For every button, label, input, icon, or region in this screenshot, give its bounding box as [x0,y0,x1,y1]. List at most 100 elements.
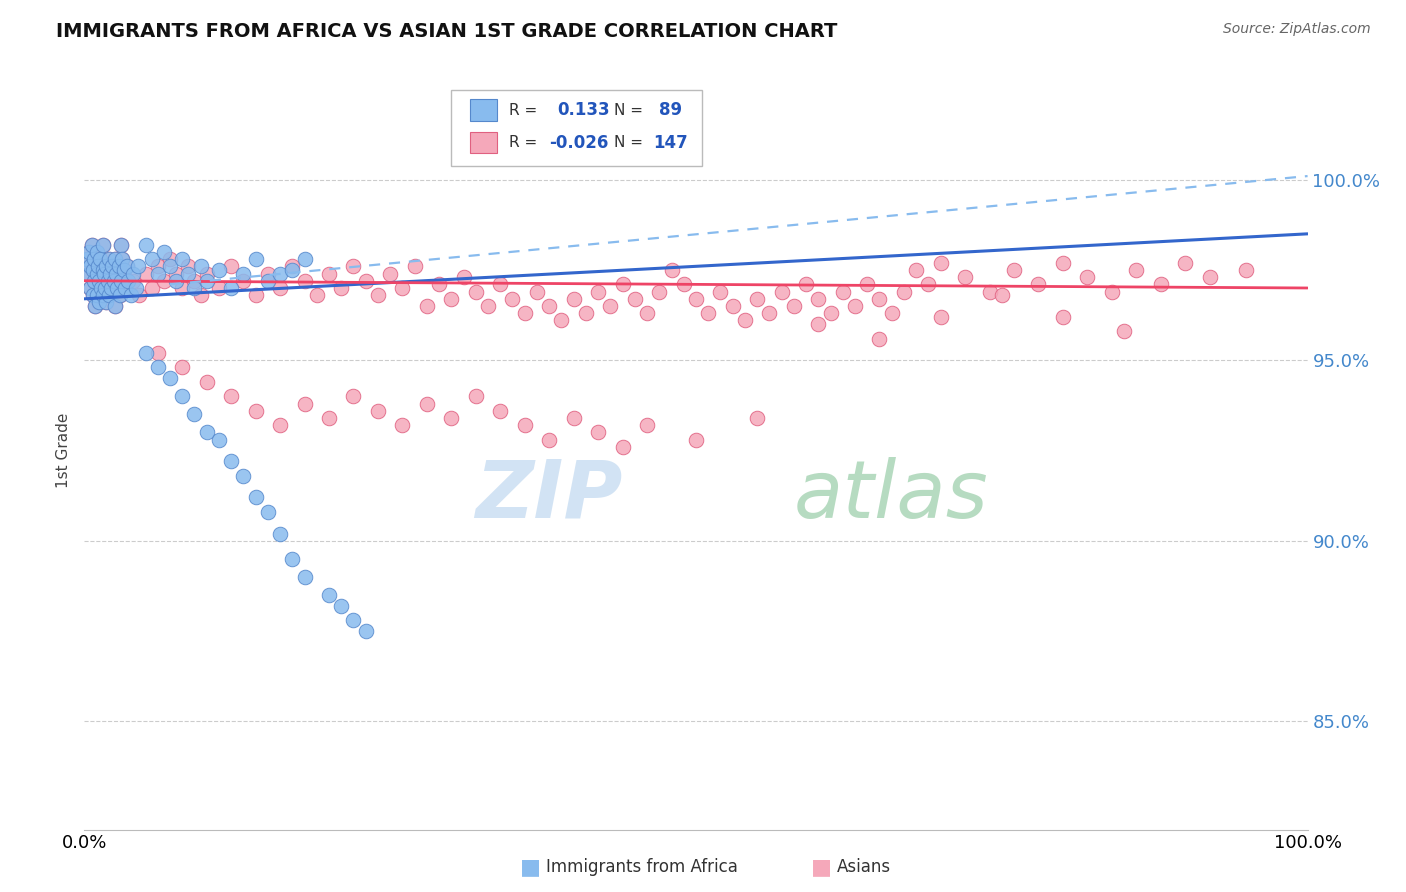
Point [98,267,121,281]
Point [103,274,125,288]
Point [330,599,353,613]
Point [820,306,842,320]
Point [135,267,157,281]
Point [107,260,129,274]
Point [93,267,115,281]
Point [1114,324,1136,338]
Point [1101,285,1123,299]
Point [513,418,536,433]
Point [831,285,853,299]
Point [105,281,128,295]
Point [83,274,105,288]
Point [89,252,111,266]
Point [96,295,118,310]
Point [90,281,112,295]
Point [97,252,120,266]
Point [79,281,101,295]
Point [575,306,598,320]
Point [709,285,731,299]
Point [380,267,402,281]
Point [183,281,205,295]
Point [1174,256,1197,270]
Point [979,285,1001,299]
Point [807,317,830,331]
Text: Immigrants from Africa: Immigrants from Africa [546,858,737,876]
Point [76,252,98,266]
Point [135,346,157,360]
Point [269,526,291,541]
Point [110,274,132,288]
Point [115,260,138,274]
Point [79,260,101,274]
Point [1002,263,1025,277]
Point [141,252,163,266]
Point [87,260,110,274]
Y-axis label: 1st Grade: 1st Grade [56,413,72,488]
Point [122,267,145,281]
Point [108,288,131,302]
Point [112,263,135,277]
Point [146,267,169,281]
Point [91,237,114,252]
Point [108,288,131,302]
Point [1198,270,1220,285]
Point [101,260,124,274]
Point [177,260,200,274]
Point [104,252,127,266]
Point [219,389,242,403]
Point [232,267,254,281]
Point [208,281,231,295]
Point [77,267,100,281]
Point [269,267,291,281]
Point [281,551,304,566]
Point [79,260,101,274]
Point [146,360,169,375]
Point [195,425,218,440]
Point [82,288,104,302]
Point [232,274,254,288]
Point [86,244,108,259]
Point [86,267,108,281]
Point [172,252,194,266]
Point [90,281,112,295]
Point [391,281,413,295]
Point [685,433,707,447]
Point [128,288,150,302]
Point [172,281,194,295]
Point [87,260,110,274]
Point [91,288,114,302]
Point [91,237,114,252]
Point [127,260,149,274]
Text: ■: ■ [811,857,832,877]
Point [294,274,316,288]
Point [917,277,939,292]
Point [165,274,187,288]
Point [208,263,231,277]
Point [929,310,952,324]
Point [91,263,114,277]
Point [110,237,132,252]
Point [83,274,105,288]
Point [86,288,108,302]
Point [477,299,499,313]
Point [281,263,304,277]
Point [354,274,377,288]
Point [77,244,100,259]
Point [195,375,218,389]
Point [112,263,135,277]
Point [84,299,107,313]
FancyBboxPatch shape [470,99,496,120]
Point [183,408,205,422]
Point [91,263,114,277]
Point [80,237,103,252]
Point [586,425,609,440]
Point [219,260,242,274]
Text: Source: ZipAtlas.com: Source: ZipAtlas.com [1223,22,1371,37]
Point [177,267,200,281]
Text: N =: N = [614,135,643,150]
Point [153,274,176,288]
Point [294,252,316,266]
Point [94,281,117,295]
Point [880,306,903,320]
Point [794,277,817,292]
